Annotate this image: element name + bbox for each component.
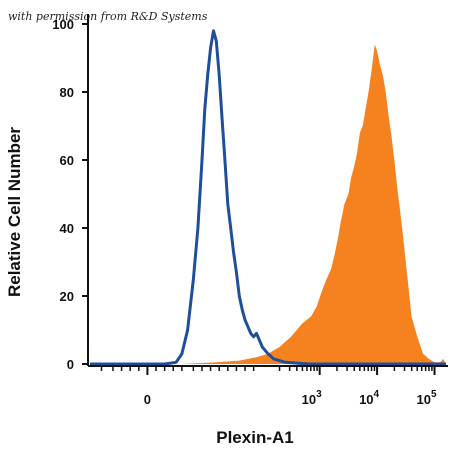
y-axis-ticks: 0 20 40 60 80 100 — [52, 17, 88, 372]
y-tick-label: 100 — [52, 17, 74, 32]
watermark: with permission from R&D Systems — [8, 10, 208, 23]
series-1-line-blue — [90, 29, 446, 366]
y-axis-title: Relative Cell Number — [5, 127, 24, 297]
x-axis-title: Plexin-A1 — [216, 428, 293, 447]
x-tick-label: 104 — [359, 389, 379, 407]
y-tick-label: 80 — [60, 85, 74, 100]
series-layer — [90, 29, 446, 366]
x-tick-label: 105 — [417, 389, 437, 407]
x-axis-ticks: 0 103 104 105 — [100, 366, 437, 407]
y-tick-label: 20 — [60, 289, 74, 304]
x-tick-label: 0 — [144, 392, 151, 407]
y-tick-label: 0 — [67, 357, 74, 372]
y-tick-label: 60 — [60, 153, 74, 168]
y-tick-label: 40 — [60, 221, 74, 236]
series-0-filled-orange — [90, 44, 446, 365]
x-tick-label: 103 — [302, 389, 322, 407]
